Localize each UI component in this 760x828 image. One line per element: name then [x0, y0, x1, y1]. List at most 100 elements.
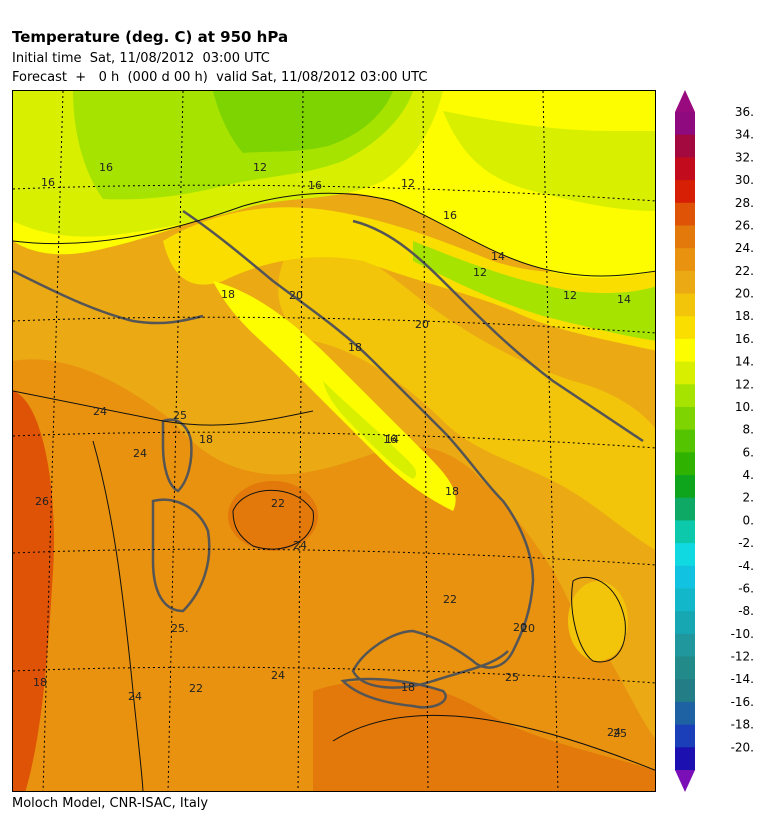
contour-label: 14	[385, 433, 399, 446]
legend-swatches	[675, 112, 695, 771]
contour-label: 14	[617, 293, 631, 306]
legend-swatch	[675, 112, 695, 136]
legend-level-label: 32.	[735, 150, 754, 164]
legend-swatch	[675, 588, 695, 612]
legend-top-arrow	[675, 90, 695, 112]
contour-label: 18	[348, 341, 362, 354]
legend-swatch	[675, 611, 695, 635]
temperature-map: 16 16 12 16 12 16 14 12 12 14 18 20 20 18 16 14 18 24 24 25…	[12, 90, 656, 792]
legend-swatch	[675, 452, 695, 476]
legend-swatch	[675, 724, 695, 748]
legend-level-label: 12.	[735, 377, 754, 391]
legend-level-label: -20.	[731, 740, 754, 754]
legend-level-label: -8.	[738, 604, 754, 618]
forecast-valid-time: Forecast + 0 h (000 d 00 h) valid Sat, 1…	[12, 70, 428, 85]
legend-swatch	[675, 225, 695, 249]
legend-swatch	[675, 747, 695, 771]
contour-label: 25	[173, 409, 187, 422]
legend-swatch	[675, 248, 695, 272]
contour-label: 12	[401, 177, 415, 190]
legend-swatch	[675, 134, 695, 158]
contour-label: 16	[383, 433, 397, 446]
contour-label: 25	[505, 671, 519, 684]
contour-label: 24	[93, 405, 107, 418]
contour-label: 12	[473, 266, 487, 279]
legend-level-label: 20.	[735, 287, 754, 301]
legend-level-label: 28.	[735, 196, 754, 210]
contour-label: 24	[133, 447, 147, 460]
coastline-italy	[182, 209, 535, 689]
legend-swatch	[675, 338, 695, 363]
legend-swatch	[675, 270, 695, 295]
legend-level-label: 16.	[735, 332, 754, 346]
legend-level-label: 0.	[743, 513, 754, 527]
legend-swatch	[675, 429, 695, 453]
contour-label: 18	[221, 288, 235, 301]
isotherms	[13, 192, 655, 791]
coastline-balkan	[352, 219, 644, 443]
coastline-sicily	[340, 677, 447, 709]
legend-swatch	[675, 679, 695, 703]
legend-swatch	[675, 497, 695, 521]
legend-level-label: -16.	[731, 695, 754, 709]
contour-label: 18	[33, 676, 47, 689]
legend-level-label: -12.	[731, 650, 754, 664]
field-zone-14-danube	[443, 111, 655, 211]
legend-swatch	[675, 656, 695, 680]
legend-swatch	[675, 565, 695, 589]
contour-label: 18	[401, 681, 415, 694]
legend-labels: 36. 34. 32. 30. 28. 26. 24. 22. 20. 18. 16. 14. 12. 1…	[731, 105, 754, 754]
contour-label: 24	[128, 690, 142, 703]
legend-level-label: 22.	[735, 264, 754, 278]
initial-time: Initial time Sat, 11/08/2012 03:00 UTC	[12, 51, 270, 66]
field-blob-22-ionian	[568, 581, 628, 661]
legend-swatch	[675, 157, 695, 181]
legend-level-label: 26.	[735, 218, 754, 232]
legend-swatch	[675, 316, 695, 340]
contour-label: 25	[613, 727, 627, 740]
legend-swatch	[675, 543, 695, 567]
model-credit: Moloch Model, CNR-ISAC, Italy	[12, 796, 209, 811]
color-legend: 36. 34. 32. 30. 28. 26. 24. 22. 20. 18. 16. 14. 12. 1…	[670, 88, 760, 794]
legend-level-label: 36.	[735, 105, 754, 119]
legend-level-label: 8.	[743, 423, 754, 437]
contour-label: 16	[99, 161, 113, 174]
legend-bottom-arrow	[675, 770, 695, 792]
contour-label: 18	[445, 485, 459, 498]
contour-label: 16	[443, 209, 457, 222]
contour-label: 22	[271, 497, 285, 510]
contour-label: 14	[491, 250, 505, 263]
legend-level-label: 2.	[743, 491, 754, 505]
legend-scale: 36. 34. 32. 30. 28. 26. 24. 22. 20. 18. 16. 14. 12. 1…	[675, 90, 754, 792]
field-zone-24-south	[313, 680, 655, 791]
field-zone-26-west	[13, 391, 54, 791]
field-blob-25-center	[228, 481, 318, 551]
contour-label: 20	[415, 318, 429, 331]
contour-label: 25.	[171, 622, 189, 635]
legend-level-label: 30.	[735, 173, 754, 187]
legend-level-label: -4.	[738, 559, 754, 573]
legend-level-label: -6.	[738, 581, 754, 595]
field-zone-14-apennines	[323, 381, 417, 479]
contour-label: 12	[253, 161, 267, 174]
contour-label: 24	[607, 726, 621, 739]
legend-swatch	[675, 384, 695, 408]
contour-label: 24	[293, 539, 307, 552]
legend-swatch	[675, 633, 695, 658]
contour-label: 20	[521, 622, 535, 635]
contour-label: 16	[308, 179, 322, 192]
legend-level-label: 24.	[735, 241, 754, 255]
contour-label: 16	[41, 176, 55, 189]
legend-level-label: 34.	[735, 128, 754, 142]
contour-label: 22	[189, 682, 203, 695]
legend-level-label: 6.	[743, 445, 754, 459]
contour-label: 18	[199, 433, 213, 446]
legend-swatch	[675, 520, 695, 544]
coastline-france	[13, 269, 204, 325]
map-title: Temperature (deg. C) at 950 hPa	[12, 28, 289, 46]
legend-swatch	[675, 293, 695, 317]
field-zone-18-po	[163, 207, 655, 351]
legend-level-label: 14.	[735, 355, 754, 369]
field-zone-24	[13, 359, 655, 791]
